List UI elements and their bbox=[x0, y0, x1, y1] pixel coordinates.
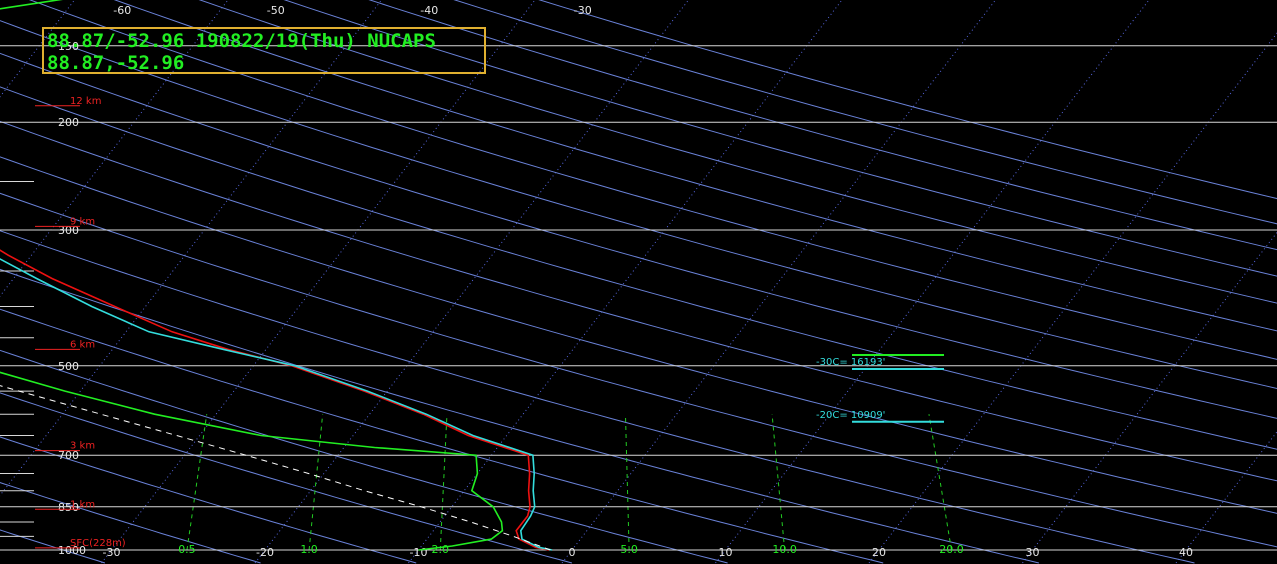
dry-adiabat-line bbox=[0, 230, 1195, 564]
dewpoint-trace bbox=[0, 0, 504, 551]
info-title: 88.87/-52.96 190822/19(Thu) NUCAPS bbox=[47, 30, 436, 52]
dry-adiabat-line bbox=[0, 482, 261, 564]
dry-adiabat-line bbox=[0, 268, 1040, 564]
height-label: 1 km bbox=[70, 499, 95, 510]
pressure-tick-label: 1000 bbox=[58, 544, 86, 557]
bottom-temp-tick-label: -10 bbox=[410, 546, 428, 559]
mixing-ratio-line bbox=[308, 414, 324, 551]
mixing-ratio-label: 5.0 bbox=[620, 543, 638, 556]
pressure-tick-label: 700 bbox=[58, 449, 79, 462]
dry-adiabat-line bbox=[283, 0, 1277, 277]
isotherm-line bbox=[254, 0, 690, 564]
height-label: 12 km bbox=[70, 96, 101, 107]
dry-adiabat-line bbox=[0, 529, 106, 564]
isotherm-line bbox=[561, 0, 997, 564]
isotherm-line bbox=[408, 0, 843, 564]
height-label: SFC(228m) bbox=[70, 538, 126, 549]
bottom-temp-tick-label: -30 bbox=[103, 546, 121, 559]
bottom-temp-tick-label: -20 bbox=[256, 546, 274, 559]
dry-adiabat-line bbox=[0, 392, 573, 564]
isotherm-line bbox=[1022, 231, 1277, 564]
mixing-ratio-label: 0.5 bbox=[178, 543, 196, 556]
top-temp-tick-label: -30 bbox=[574, 4, 592, 17]
isotherm-line bbox=[0, 0, 229, 297]
virtual-temperature-trace bbox=[0, 258, 553, 551]
pressure-tick-label: 200 bbox=[58, 116, 79, 129]
parcel-path-trace bbox=[0, 385, 551, 551]
dry-adiabat-line bbox=[0, 436, 417, 564]
isotherm-line bbox=[868, 32, 1277, 564]
top-temp-tick-label: -50 bbox=[267, 4, 285, 17]
freezing-level-label: -30C= 16193' bbox=[816, 357, 885, 368]
top-temp-tick-label: -60 bbox=[113, 4, 131, 17]
dry-adiabat-line bbox=[0, 308, 884, 564]
pressure-tick-label: 300 bbox=[58, 224, 79, 237]
bottom-temp-tick-label: 20 bbox=[872, 546, 886, 559]
height-label: 3 km bbox=[70, 441, 95, 452]
mixing-ratio-label: 1.0 bbox=[300, 543, 318, 556]
bottom-temp-tick-label: 30 bbox=[1026, 546, 1040, 559]
mixing-ratio-line bbox=[928, 414, 952, 551]
mixing-ratio-line bbox=[771, 414, 786, 551]
pressure-tick-label: 850 bbox=[58, 501, 79, 514]
isotherm-line bbox=[715, 0, 1150, 564]
mixing-ratio-label: 2.0 bbox=[432, 543, 450, 556]
dry-adiabat-line bbox=[453, 0, 1277, 225]
mixing-ratio-line bbox=[624, 414, 630, 551]
mixing-ratio-label: 20.0 bbox=[939, 543, 964, 556]
isotherm-line bbox=[1175, 430, 1277, 564]
bottom-temp-tick-label: 40 bbox=[1179, 546, 1193, 559]
mixing-ratio-line bbox=[186, 414, 208, 551]
temperature-trace bbox=[0, 249, 550, 551]
bottom-temp-tick-label: 0 bbox=[569, 546, 576, 559]
label-layer: 1502003005007008501000-100-90-80-70-60-5… bbox=[35, 4, 1193, 559]
sounding-info-box: 88.87/-52.96 190822/19(Thu) NUCAPS 88.87… bbox=[42, 27, 486, 74]
isotherm-line bbox=[101, 0, 536, 564]
series-layer bbox=[0, 0, 553, 551]
height-label: 6 km bbox=[70, 339, 95, 350]
isotherm-line bbox=[0, 0, 383, 497]
dry-adiabat-line bbox=[0, 349, 728, 564]
dry-adiabat-line bbox=[538, 0, 1277, 200]
freezing-level-label: -20C= 10909' bbox=[816, 410, 885, 421]
pressure-tick-label: 500 bbox=[58, 360, 79, 373]
pressure-tick-label: 150 bbox=[58, 40, 79, 53]
info-location: 88.87,-52.96 bbox=[47, 52, 185, 74]
mixing-ratio-label: 10.0 bbox=[772, 543, 797, 556]
top-temp-tick-label: -40 bbox=[420, 4, 438, 17]
mixing-ratio-line bbox=[439, 414, 448, 551]
isotherm-line bbox=[0, 0, 76, 98]
dry-adiabat-line bbox=[368, 0, 1277, 251]
height-label: 9 km bbox=[70, 216, 95, 227]
bottom-temp-tick-label: 10 bbox=[719, 546, 733, 559]
